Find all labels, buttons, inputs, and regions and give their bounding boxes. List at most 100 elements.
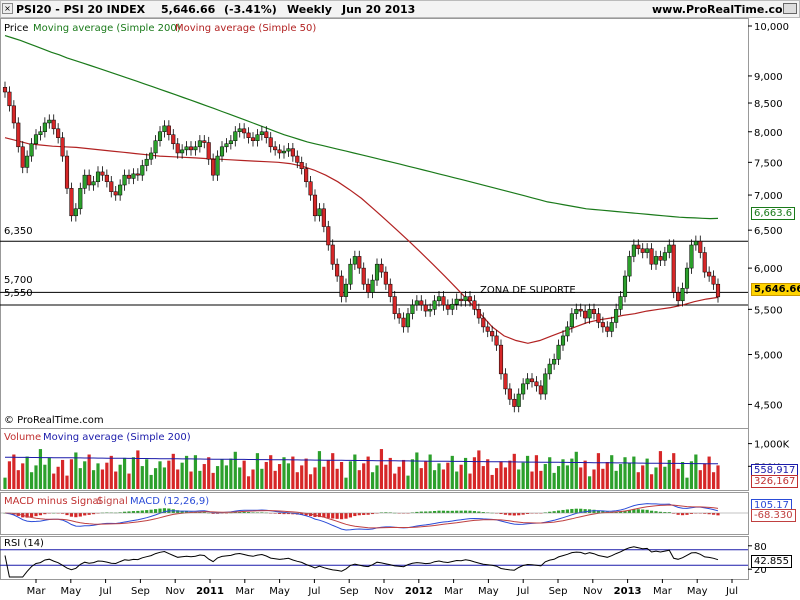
candle: [171, 134, 176, 145]
macd-hist-bar: [525, 513, 530, 514]
volume-bar: [74, 452, 78, 489]
macd-hist-bar: [384, 512, 388, 513]
macd-hist-bar: [565, 509, 570, 513]
macd-hist-bar: [180, 510, 184, 513]
candle: [684, 267, 690, 289]
x-tick-label: 2012: [405, 586, 433, 597]
macd-hist-bar: [87, 513, 91, 515]
volume-bar: [153, 468, 158, 489]
candle: [490, 331, 495, 337]
price-tick-label: 8,000: [754, 128, 783, 139]
candle: [512, 398, 517, 407]
volume-bar: [574, 451, 578, 489]
volume-bar: [286, 463, 291, 489]
candle: [11, 105, 16, 124]
candle: [392, 296, 397, 314]
candle: [113, 191, 118, 196]
volume-bar: [300, 465, 304, 489]
candle: [215, 155, 220, 176]
candle: [383, 271, 388, 285]
volume-bar: [260, 468, 264, 489]
macd-hist-bar: [238, 511, 242, 513]
macd-hist-bar: [676, 513, 680, 515]
x-tick-label: Sep: [549, 586, 568, 597]
candle: [64, 155, 70, 189]
window-icon[interactable]: [783, 3, 797, 14]
volume-bar: [384, 464, 388, 489]
macd-hist-bar: [614, 511, 618, 513]
macd-hist-bar: [153, 509, 158, 513]
volume-bar: [525, 455, 530, 489]
candle: [698, 240, 703, 253]
candle: [472, 300, 477, 310]
volume-bar: [397, 466, 401, 489]
macd-hist-bar: [463, 510, 468, 513]
macd-hist-bar: [499, 513, 503, 515]
price-tick-label: 4,500: [754, 400, 783, 411]
candle: [69, 188, 74, 217]
candle: [51, 119, 56, 130]
candle: [7, 91, 12, 107]
period: Weekly: [287, 3, 332, 16]
volume-bar: [100, 469, 105, 489]
candle: [618, 296, 623, 310]
volume-bar: [7, 461, 12, 489]
candle: [95, 171, 101, 182]
volume-bar: [556, 466, 561, 489]
macd-hist-bar: [459, 510, 463, 513]
x-tick-label: Mar: [444, 586, 464, 597]
candle: [321, 208, 326, 227]
macd-hist-bar: [366, 513, 370, 515]
macd-hist-bar: [689, 513, 694, 514]
macd-hist-bar: [211, 513, 215, 514]
volume-bar: [618, 464, 623, 489]
price-tick-label: 6,500: [754, 226, 783, 237]
macd-hist-bar: [627, 509, 632, 513]
volume-bar: [12, 454, 16, 489]
candle: [560, 335, 566, 346]
volume-bar: [486, 459, 490, 489]
candle: [556, 344, 561, 360]
candle: [605, 326, 610, 332]
candle: [60, 137, 65, 157]
macd-hist-bar: [472, 511, 477, 513]
candle: [149, 152, 154, 160]
hline-label-6350: 6,350: [4, 226, 33, 237]
candle: [569, 313, 574, 328]
candle: [529, 378, 535, 383]
macd-hist-bar: [672, 513, 676, 514]
volume-bar: [198, 470, 202, 489]
macd-hist-bar: [707, 513, 711, 515]
site-link[interactable]: www.ProRealTime.com: [652, 3, 795, 16]
macd-hist-bar: [83, 513, 87, 516]
macd-hist-bar: [419, 511, 423, 513]
volume-bar: [83, 461, 87, 489]
macd-hist-bar: [570, 508, 574, 513]
candle: [233, 131, 238, 141]
candle: [574, 309, 579, 314]
macd-hist-bar: [641, 509, 645, 513]
candle: [242, 128, 247, 134]
candle: [587, 309, 592, 319]
candle: [330, 244, 335, 265]
volume-bar: [3, 477, 7, 489]
macd-hist-bar: [468, 510, 472, 513]
candle: [436, 296, 442, 302]
macd-hist-bar: [623, 510, 627, 513]
macd-hist-bar: [517, 513, 521, 516]
candle: [352, 256, 357, 265]
candle: [676, 292, 681, 302]
candle: [600, 322, 605, 328]
volume-bar: [428, 454, 432, 489]
rsi-group: [0, 546, 748, 578]
volume-bar: [87, 454, 91, 489]
macd-hist-bar: [596, 510, 601, 513]
candle: [711, 275, 716, 285]
rsi-tick-label: 20: [754, 565, 767, 576]
volume-bar: [561, 459, 565, 489]
volume-bar: [16, 470, 20, 489]
candle: [180, 149, 185, 154]
candle: [264, 131, 269, 138]
candle: [197, 140, 202, 148]
close-icon[interactable]: ×: [2, 3, 13, 14]
